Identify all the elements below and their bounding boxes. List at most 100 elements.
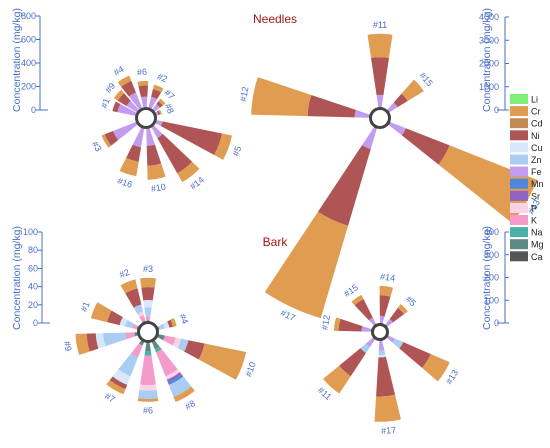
y-axis-tick-label: 2000	[479, 59, 499, 69]
wedge-segment-cr	[214, 133, 232, 160]
spoke-n17: #17	[264, 125, 378, 323]
legend-swatch-na	[510, 227, 528, 238]
spoke-label: #7	[103, 391, 117, 405]
wedge-segment-cr	[158, 98, 166, 106]
spoke-n4: #4	[155, 313, 190, 331]
wedge-segment-cu	[119, 317, 128, 327]
hub-center	[374, 326, 386, 338]
y-axis-tick-label: 200	[484, 273, 499, 283]
wedge-segment-cr	[367, 33, 393, 58]
wedge-segment-ni	[354, 298, 373, 321]
wedge-segment-k	[139, 315, 146, 322]
wedge-segment-ni	[86, 333, 99, 352]
spoke-n6: #6	[137, 67, 149, 110]
y-axis-tick-label: 200	[21, 82, 36, 92]
spoke-n7: #7	[103, 339, 145, 405]
wedge-segment-cr	[422, 354, 450, 382]
legend-swatch-cd	[510, 118, 528, 129]
wedge-segment-fe	[378, 341, 385, 351]
y-axis-tick-label: 3000	[479, 35, 499, 45]
wedge-segment-zn	[118, 353, 138, 377]
wedge-segment-zn	[144, 307, 152, 317]
wedge-segment-cu	[95, 333, 106, 349]
wedge-segment-cr	[158, 109, 162, 115]
wedge-segment-cr	[323, 365, 351, 394]
rose-layer: #1#2#3#4#5#6#7#8#9#10 #14#16#11#12#13#15#…	[62, 20, 542, 436]
wedge-segment-zn	[158, 323, 165, 330]
spoke-label: #2	[118, 267, 131, 280]
bark-left-axis-title: Concentration (mg/kg)	[11, 226, 23, 330]
wedge-segment-fe	[385, 318, 394, 327]
y-axis-tick-label: 40	[28, 282, 38, 292]
wedge-segment-fe	[387, 335, 395, 343]
wedge-segment-fe	[354, 109, 370, 118]
wedge-segment-ni	[126, 144, 142, 162]
wedge-segment-cr	[75, 333, 90, 355]
wedge-segment-cr	[351, 294, 364, 306]
wedge-segment-zn	[124, 319, 134, 329]
legend-swatch-cr	[510, 106, 528, 117]
legend-label-cr: Cr	[531, 107, 541, 117]
wedge-segment-mg	[145, 342, 151, 352]
wedge-segment-k	[125, 332, 136, 340]
spoke-n12: #12	[238, 77, 372, 118]
hub-center	[138, 110, 154, 126]
wedge-segment-cu	[143, 300, 153, 308]
wedge-segment-fe	[151, 125, 163, 139]
wedge-segment-mg	[156, 333, 165, 341]
wedge-segment-k	[140, 355, 156, 386]
legend-swatch-fe	[510, 166, 528, 177]
wedge-segment-ni	[399, 342, 431, 368]
wedge-segment-fe	[365, 337, 375, 348]
wedge-segment-cr	[333, 317, 341, 331]
wedge-segment-cr	[379, 285, 394, 297]
spoke-label: #5	[231, 145, 244, 158]
wedge-segment-mg	[138, 340, 145, 346]
wedge-segment-ni	[146, 144, 162, 166]
wedge-segment-cr	[117, 75, 132, 87]
wedge-segment-ni	[107, 310, 123, 326]
wedge-segment-cr	[137, 398, 159, 402]
wedge-segment-ni	[157, 133, 193, 174]
panel-title-needles: Needles	[253, 12, 297, 26]
wedge-segment-mn	[167, 374, 184, 385]
legend-swatch-ni	[510, 130, 528, 141]
spoke-label: #10	[150, 182, 167, 194]
legend-swatch-ca	[510, 251, 528, 262]
legend-swatch-mg	[510, 239, 528, 250]
wedge-segment-zn	[133, 304, 144, 314]
wedge-segment-ni	[138, 85, 148, 98]
wedge-segment-ni	[167, 319, 174, 328]
wedge-segment-ni	[339, 348, 366, 377]
spoke-label: #11	[316, 385, 333, 402]
wedge-segment-ni	[156, 101, 163, 108]
spoke-n10: #10	[146, 126, 167, 194]
wedge-segment-cr	[251, 77, 312, 117]
panel-title-bark: Bark	[263, 235, 289, 249]
wedge-segment-p	[165, 369, 180, 380]
spoke-label: #17	[381, 425, 397, 436]
wedge-segment-cr	[264, 211, 349, 319]
spoke-n4: #4	[112, 64, 143, 111]
spoke-n15: #15	[385, 70, 435, 114]
y-axis-tick-label: 0	[31, 105, 36, 115]
spoke-n5: #5	[384, 294, 418, 328]
wedge-segment-cr	[397, 304, 408, 315]
legend-swatch-zn	[510, 154, 528, 165]
spoke-label: #15	[418, 70, 435, 88]
wedge-segment-fe	[152, 103, 161, 112]
spoke-n10: #10	[155, 333, 258, 380]
wedge-segment-cu	[378, 354, 386, 358]
wedge-segment-k	[156, 349, 178, 377]
wedge-segment-ni	[307, 95, 356, 118]
spoke-label: #1	[79, 300, 92, 313]
wedge-segment-fe	[155, 111, 159, 116]
spoke-n12: #12	[320, 314, 374, 332]
wedge-segment-ni	[151, 89, 162, 100]
wedge-segment-zn	[360, 343, 370, 354]
spoke-label: #4	[112, 64, 126, 78]
spoke-n5: #5	[153, 119, 244, 160]
legend-label-sr: Sr	[531, 191, 540, 201]
wedge-segment-cr	[177, 161, 200, 183]
spoke-n15: #15	[342, 282, 377, 327]
